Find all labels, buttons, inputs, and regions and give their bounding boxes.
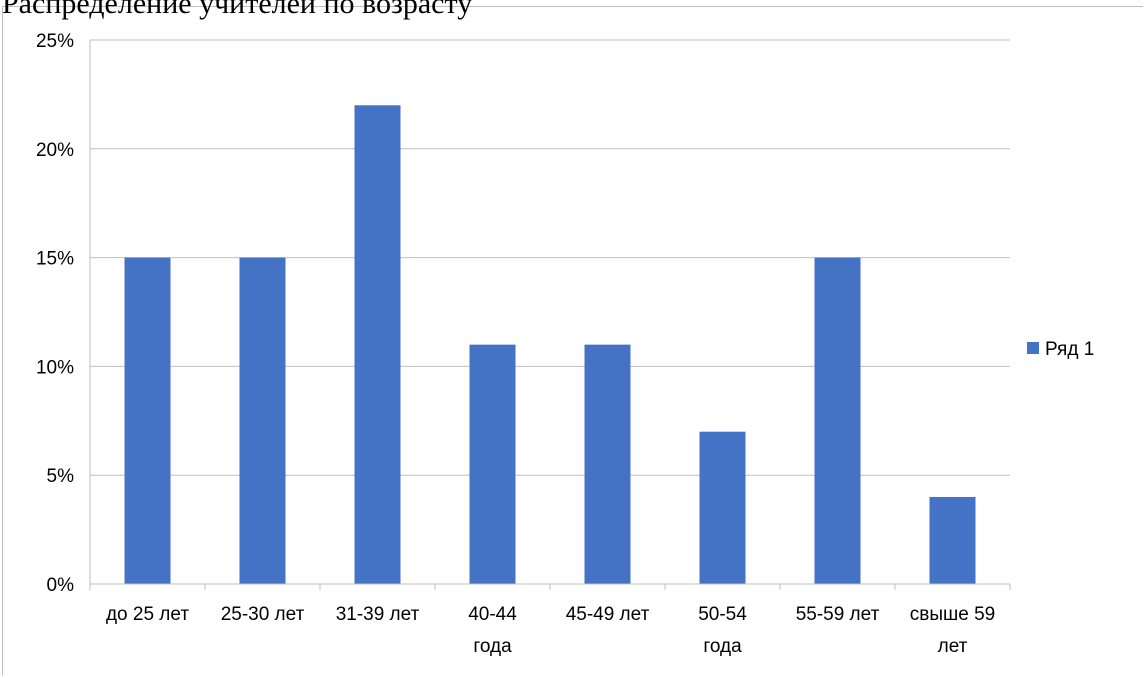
x-tick-label: 50-54 года: [698, 604, 747, 657]
legend-swatch: [1027, 342, 1039, 354]
bars: [124, 105, 976, 584]
y-tick-label: 20%: [36, 140, 74, 161]
axes: [89, 40, 1011, 590]
x-tick-label: до 25 лет: [106, 604, 189, 625]
legend[interactable]: Ряд 1: [1027, 339, 1094, 360]
x-tick-label: 45-49 лет: [566, 604, 650, 625]
x-tick-label: 55-59 лет: [796, 604, 880, 625]
bar[interactable]: [699, 431, 746, 584]
bar[interactable]: [124, 257, 171, 584]
y-tick-labels: 0% 5% 10% 15% 20% 25%: [36, 31, 74, 596]
gridlines: [90, 39, 1010, 476]
x-tick-label: свыше 59 лет: [910, 604, 995, 657]
chart-title: Распределение учителей по возрасту: [2, 0, 473, 20]
y-tick-label: 15%: [36, 249, 74, 270]
y-tick-label: 5%: [47, 466, 75, 487]
bar[interactable]: [354, 105, 401, 584]
x-tick-label: 31-39 лет: [336, 604, 420, 625]
bar[interactable]: [469, 344, 516, 584]
bar[interactable]: [814, 257, 861, 584]
x-tick-label: 40-44 года: [468, 604, 517, 657]
legend-label: Ряд 1: [1045, 339, 1094, 360]
x-tick-labels: до 25 лет 25-30 лет 31-39 лет 40-44 года 45-4…: [106, 604, 995, 657]
bar[interactable]: [929, 496, 976, 584]
y-tick-label: 0%: [47, 575, 75, 596]
y-tick-label: 25%: [36, 31, 74, 52]
bar[interactable]: [584, 344, 631, 584]
x-tick-label: 25-30 лет: [221, 604, 305, 625]
bar[interactable]: [239, 257, 286, 584]
y-tick-label: 10%: [36, 357, 74, 378]
chart-frame: [2, 6, 1143, 676]
